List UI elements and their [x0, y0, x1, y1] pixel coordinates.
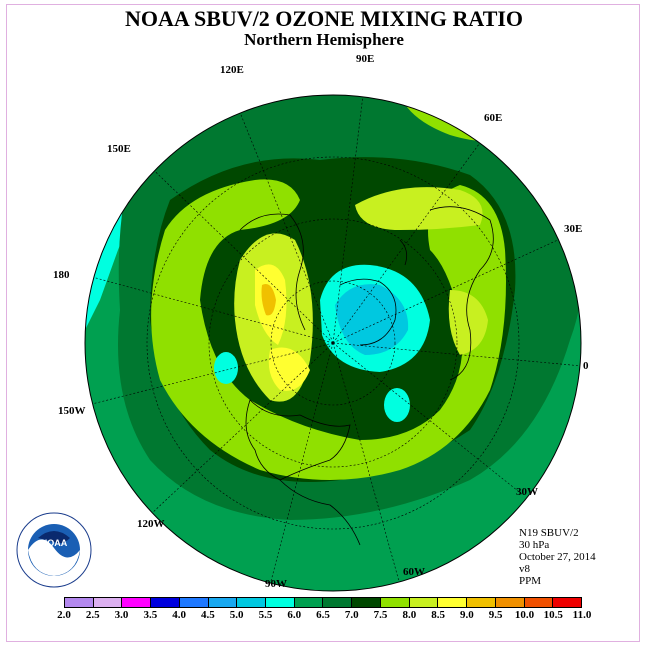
- colorbar-tick-label: 4.5: [201, 609, 215, 621]
- colorbar-bin: [352, 598, 381, 607]
- field-8.5-b: [268, 347, 310, 391]
- colorbar-bin: [93, 598, 123, 607]
- colorbar-bin: [65, 598, 94, 607]
- colorbar-tick-label: 2.5: [85, 609, 100, 621]
- info-satellite: N19 SBUV/2: [519, 527, 579, 539]
- colorbar-bin: [151, 598, 180, 607]
- colorbar-tick-label: 7.0: [344, 609, 359, 621]
- colorbar-bin: [266, 598, 295, 607]
- lon-label-30w: 30W: [516, 486, 538, 498]
- info-panel: N19 SBUV/2 30 hPa October 27, 2014 v8 PP…: [519, 527, 596, 587]
- lon-label-30e: 30E: [564, 223, 583, 235]
- colorbar-tick-label: 5.5: [258, 609, 273, 621]
- lon-label-150e: 150E: [107, 143, 131, 155]
- colorbar-bin: [323, 598, 353, 607]
- lon-label-60e: 60E: [484, 112, 503, 124]
- lon-label-120e: 120E: [220, 64, 244, 76]
- colorbar-bin: [553, 598, 581, 607]
- colorbar-bin: [208, 598, 238, 607]
- colorbar-tick-label: 2.0: [57, 609, 71, 621]
- lon-label-180: 180: [53, 269, 70, 281]
- colorbar-bin: [122, 598, 152, 607]
- colorbar: [64, 597, 582, 608]
- colorbar-tick-label: 11.0: [572, 609, 592, 621]
- noaa-logo: NOAA: [16, 512, 92, 588]
- colorbar-tick-label: 6.0: [287, 609, 302, 621]
- lon-label-90e: 90E: [356, 53, 375, 65]
- field-8.0-europe: [355, 187, 483, 230]
- lon-label-90w: 90W: [265, 578, 287, 590]
- noaa-logo-text: NOAA: [41, 538, 68, 548]
- colorbar-bin: [409, 598, 439, 607]
- lon-label-0: 0: [583, 360, 589, 372]
- colorbar-tick-label: 8.5: [431, 609, 445, 621]
- field-9.0: [261, 284, 276, 316]
- colorbar-tick-label: 6.5: [316, 609, 330, 621]
- info-level: 30 hPa: [519, 539, 550, 551]
- lon-label-150w: 150W: [58, 405, 86, 417]
- lon-label-120w: 120W: [137, 518, 165, 530]
- colorbar-bin: [179, 598, 209, 607]
- map-title: NOAA SBUV/2 OZONE MIXING RATIO: [124, 6, 524, 31]
- colorbar-tick-label: 5.0: [229, 609, 244, 621]
- map-subtitle: Northern Hemisphere: [244, 30, 404, 49]
- colorbar-tick-label: 7.5: [373, 609, 388, 621]
- colorbar-bin: [524, 598, 554, 607]
- map-boundary: [84, 94, 582, 592]
- colorbar-bin: [380, 598, 410, 607]
- plot-frame: [6, 4, 640, 642]
- field-5.5-west: [214, 352, 238, 384]
- lon-label-60w: 60W: [403, 566, 425, 578]
- colorbar-bin: [237, 598, 267, 607]
- colorbar-bin: [294, 598, 324, 607]
- info-date: October 27, 2014: [519, 551, 596, 563]
- colorbar-bin: [495, 598, 525, 607]
- info-version: v8: [519, 563, 530, 575]
- colorbar-tick-label: 8.0: [402, 609, 417, 621]
- field-7.5: [151, 179, 506, 480]
- colorbar-bin: [438, 598, 468, 607]
- colorbar-tick-label: 3.0: [114, 609, 129, 621]
- field-5.0-polar: [335, 284, 409, 355]
- field-5.5-east: [384, 388, 410, 422]
- colorbar-tick-label: 10.0: [514, 609, 535, 621]
- colorbar-tick-label: 4.0: [172, 609, 186, 621]
- info-units: PPM: [519, 575, 542, 587]
- colorbar-tick-label: 9.0: [460, 609, 474, 621]
- colorbar-tick-label: 9.5: [488, 609, 503, 621]
- colorbar-tick-label: 3.5: [143, 609, 158, 621]
- colorbar-bin: [467, 598, 496, 607]
- colorbar-tick-label: 10.5: [543, 609, 563, 621]
